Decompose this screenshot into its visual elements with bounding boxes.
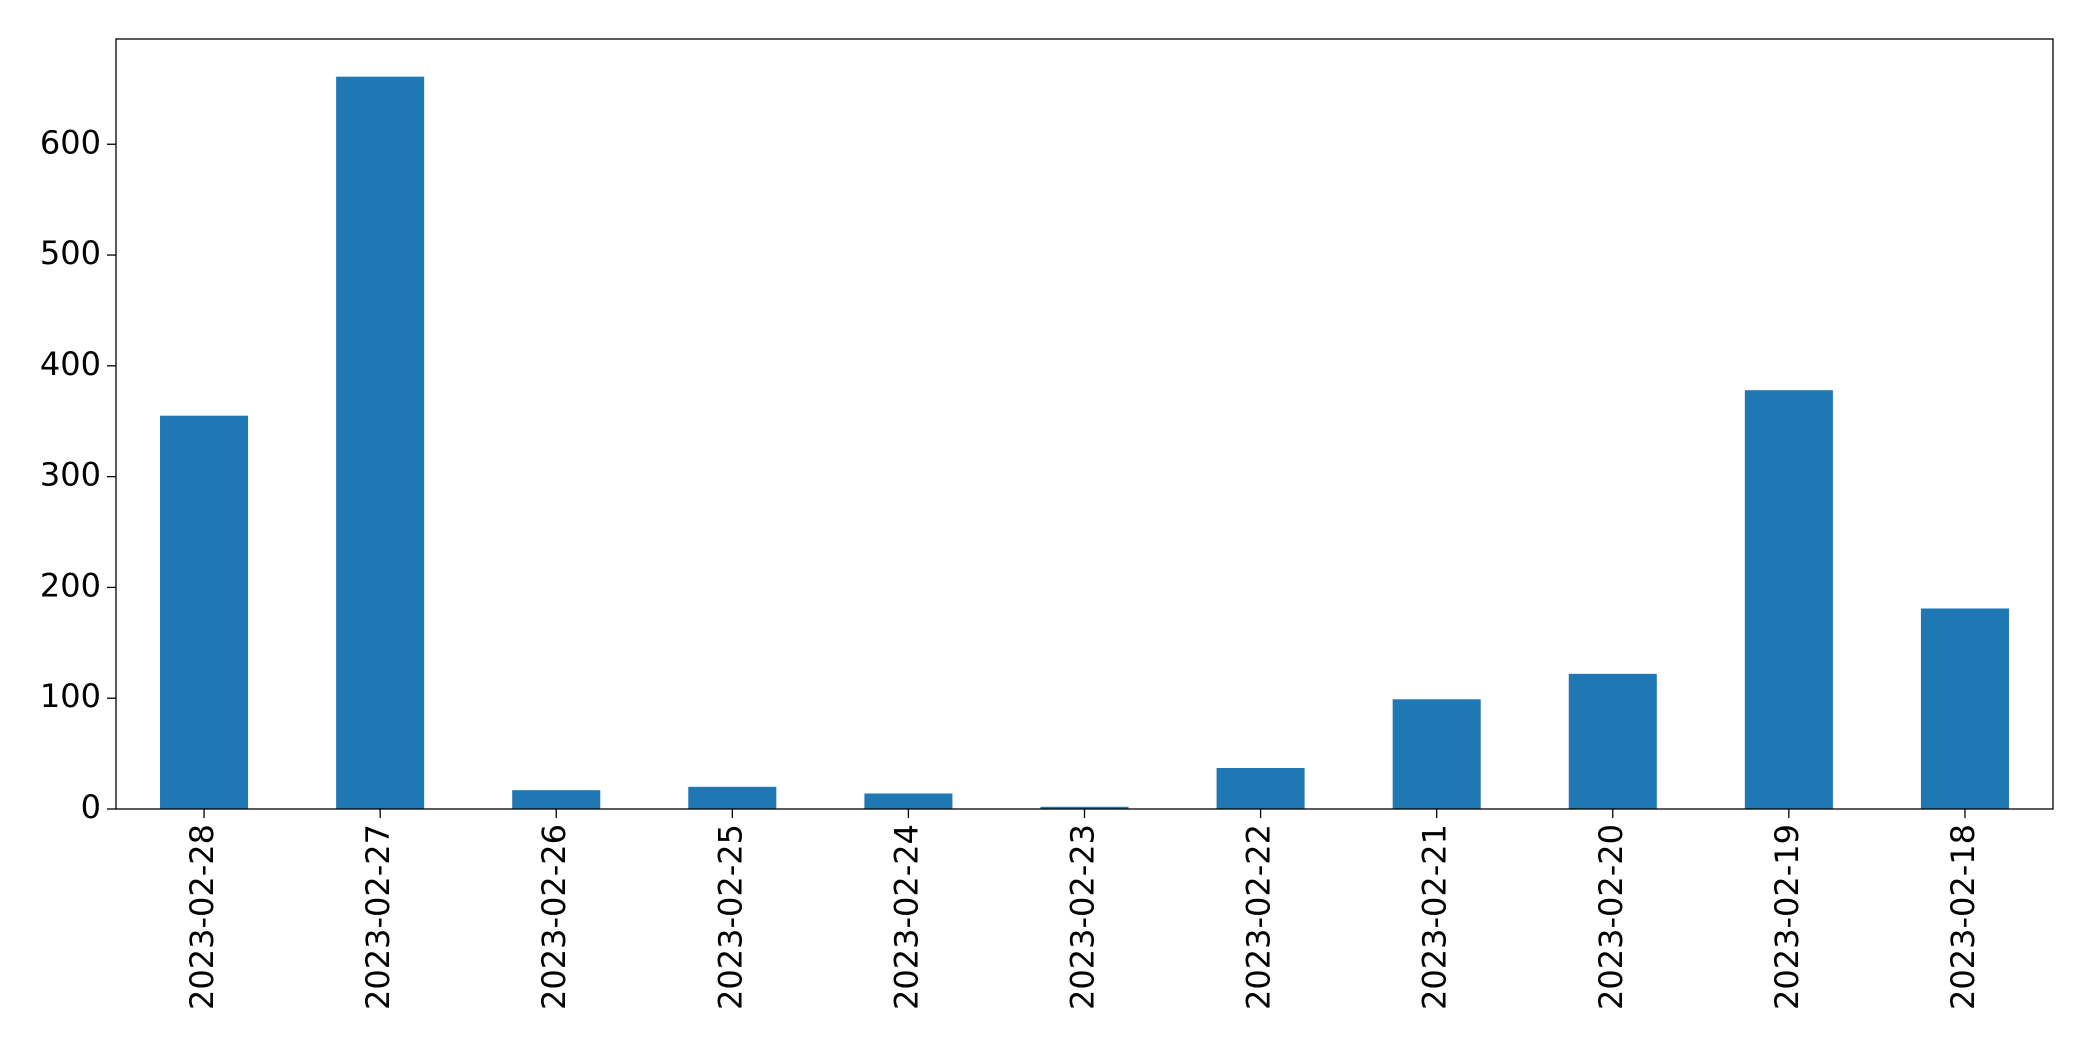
y-tick-label: 500 <box>40 234 101 272</box>
plot-frame <box>115 38 2054 810</box>
bar <box>1744 390 1833 809</box>
bar <box>1392 699 1481 809</box>
x-tick-label: 2023-02-26 <box>535 824 573 1010</box>
y-tick-label: 0 <box>81 788 101 826</box>
bar <box>336 76 425 809</box>
x-tick-label: 2023-02-25 <box>711 824 749 1010</box>
x-tick-label: 2023-02-18 <box>1944 824 1982 1010</box>
bar <box>1920 608 2009 809</box>
x-tick-label: 2023-02-21 <box>1416 824 1454 1010</box>
x-tick-label: 2023-02-24 <box>887 824 925 1010</box>
x-tick-label: 2023-02-19 <box>1768 824 1806 1010</box>
x-tick-label: 2023-02-20 <box>1592 824 1630 1010</box>
y-tick-label: 400 <box>40 345 101 383</box>
y-tick-label: 100 <box>40 677 101 715</box>
bar <box>864 793 953 809</box>
bar <box>1040 806 1129 809</box>
x-tick-label: 2023-02-28 <box>183 824 221 1010</box>
y-tick-label: 200 <box>40 566 101 604</box>
x-tick-label: 2023-02-23 <box>1064 824 1102 1010</box>
bar <box>688 786 777 809</box>
bar <box>1568 673 1657 809</box>
y-tick-label: 300 <box>40 456 101 494</box>
y-tick-label: 600 <box>40 123 101 161</box>
bar <box>160 415 249 809</box>
x-tick-label: 2023-02-22 <box>1240 824 1278 1010</box>
x-tick-label: 2023-02-27 <box>359 824 397 1010</box>
bar <box>512 790 601 809</box>
bar <box>1216 768 1305 809</box>
